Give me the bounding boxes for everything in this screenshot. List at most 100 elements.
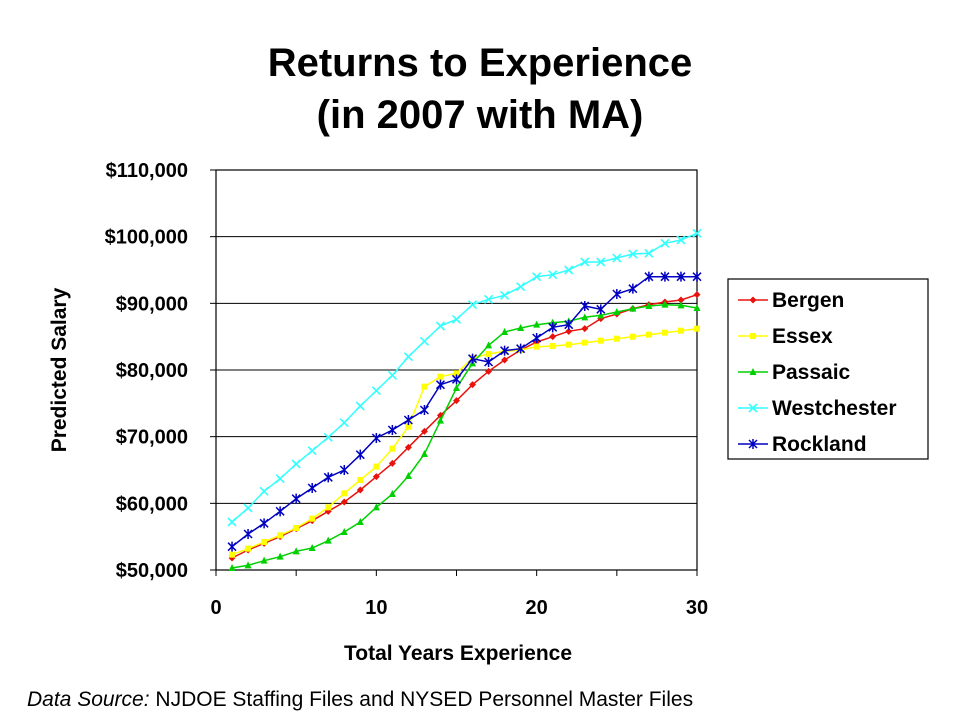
data-point-rockland [243,529,253,539]
data-point-westchester [307,446,317,456]
data-point-bergen [356,486,364,494]
legend-item-essex: Essex [738,325,833,348]
data-point-westchester [419,336,429,346]
data-point-rockland [419,405,429,415]
data-point-westchester [500,290,510,300]
data-point-passaic [645,302,653,309]
chart-title-line-2: (in 2007 with MA) [316,93,644,137]
data-point-westchester [644,248,654,258]
data-point-rockland [371,433,381,443]
series-line-essex [231,327,698,556]
data-point-essex [533,343,540,350]
data-point-passaic [404,472,412,479]
data-point-essex [277,532,284,539]
series-passaic [228,300,701,571]
data-point-rockland [291,493,301,504]
data-point-passaic [276,552,284,560]
data-point-westchester [355,401,365,411]
data-point-rockland [323,472,333,483]
x-tick-label: 0 [210,597,221,619]
y-axis-label: Predicted Salary [48,287,71,452]
legend: Bergen Essex Passaic Westchester Rockland [727,278,929,460]
data-point-rockland [564,319,574,330]
data-point-essex [421,383,428,390]
data-point-rockland [275,506,285,517]
data-point-westchester [467,300,478,310]
data-point-rockland [516,343,526,354]
data-point-essex [341,490,348,497]
data-source-text: NJDOE Staffing Files and NYSED Personnel… [149,688,694,711]
data-point-rockland [628,283,638,294]
data-point-westchester [660,238,670,248]
data-point-rockland [676,271,686,282]
y-tick-label: $90,000 [116,293,188,315]
data-point-essex [565,341,572,348]
series-line-bergen [231,293,698,559]
data-point-essex [261,539,268,545]
data-point-westchester [275,474,285,484]
data-point-passaic [372,503,380,511]
data-point-essex [405,423,412,430]
legend-marker-bergen [749,296,757,304]
data-point-passaic [453,384,460,391]
data-point-rockland [484,357,494,367]
data-point-passaic [629,304,637,312]
data-point-bergen [469,381,477,389]
series-line-rockland [231,275,697,548]
data-point-rockland [403,415,413,425]
legend-item-bergen: Bergen [738,289,844,312]
data-point-passaic [356,518,364,525]
y-tick-label: $50,000 [116,560,188,582]
data-point-passaic [324,536,332,544]
data-point-passaic [308,544,316,551]
data-point-bergen [693,291,701,299]
data-point-essex [597,337,604,344]
gridlines [216,169,697,571]
data-point-rockland [387,425,397,435]
data-point-bergen [501,356,509,364]
data-point-bergen [549,333,557,341]
legend-marker-westchester [748,403,758,413]
data-point-rockland [468,353,478,364]
data-point-essex [325,504,332,511]
x-tick-label: 30 [686,597,708,619]
data-point-passaic [693,304,701,311]
y-tick-label: $80,000 [116,360,188,382]
data-point-rockland [532,333,542,343]
data-point-westchester [564,265,574,275]
legend-marker-passaic [749,368,757,375]
legend-item-rockland: Rockland [738,433,867,456]
data-point-westchester [387,370,397,380]
data-point-essex [229,551,236,558]
data-point-westchester [243,503,253,513]
data-point-essex [453,370,460,377]
y-tick-label: $100,000 [105,227,188,249]
data-point-essex [581,339,588,346]
data-point-passaic [244,561,252,569]
x-tick-label: 20 [526,597,548,619]
data-point-rockland [596,304,606,315]
data-point-westchester [227,517,237,527]
data-point-passaic [260,556,268,564]
data-point-essex [613,335,620,342]
data-point-passaic [292,547,300,555]
chart-title-line-1: Returns to Experience [267,41,693,85]
legend-item-passaic: Passaic [738,361,851,384]
data-point-westchester [596,257,606,267]
data-point-rockland [259,518,269,529]
data-point-rockland [548,322,558,333]
x-axis-ticks: 0 10 20 30 [210,570,708,619]
data-point-rockland [644,271,654,282]
data-point-passaic [228,564,236,571]
data-point-passaic [517,324,525,331]
data-point-passaic [388,490,396,497]
data-point-westchester [451,314,462,324]
data-point-essex [373,463,380,470]
data-point-essex [309,515,316,522]
data-point-essex [389,445,396,452]
data-point-westchester [692,228,702,238]
data-point-essex [549,343,556,349]
data-point-bergen [388,459,396,467]
legend-label-passaic: Passaic [772,361,851,384]
